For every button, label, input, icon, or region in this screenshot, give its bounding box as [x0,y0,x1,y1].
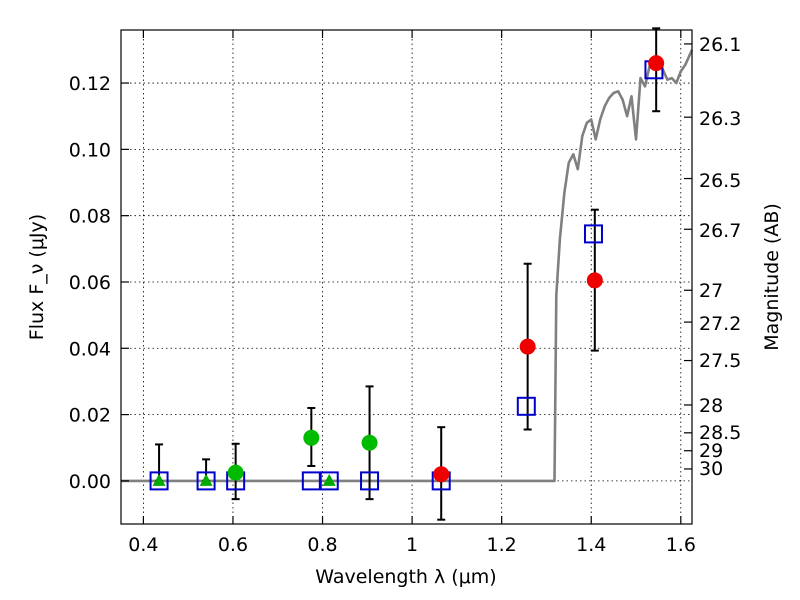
red-circle-point [519,338,536,355]
right-tick-label: 27 [699,280,723,302]
blue-square-point [149,471,169,491]
blue-square-point [360,471,380,491]
x-tick-label: 0.4 [128,534,158,556]
plot-frame [120,29,693,525]
y-tick-label: 0.00 [69,471,111,493]
right-tick-label: 30 [699,458,723,480]
y-tick-label: 0.02 [69,405,111,427]
y-tick-label: 0.10 [69,139,111,161]
blue-square-point [583,224,603,244]
green-circle-point [361,434,378,451]
red-circle-point [586,272,603,289]
axis-ticks [121,30,692,524]
axis-tick-labels: 0.4 0.6 0.8 1 1.2 1.4 1.6 0.00 0.02 0.04 0.06 0.08 0… [69,34,742,556]
right-axis-label: Magnitude (AB) [761,203,783,351]
blue-square-point [196,471,216,491]
right-tick-label: 26.1 [699,34,741,56]
y-tick-label: 0.06 [69,272,111,294]
green-triangle-point [152,473,166,486]
model-sed-layer [121,49,694,483]
y-tick-label: 0.08 [69,206,111,228]
right-tick-label: 26.7 [699,220,741,242]
right-tick-label: 29 [699,440,723,462]
blue-square-point [516,396,536,416]
right-tick-label: 26.5 [699,170,741,192]
right-tick-label: 26.3 [699,108,741,130]
y-axis-label: Flux F_ν (μJy) [26,214,48,340]
green-triangle-point [199,473,213,486]
green-circle-point [303,429,320,446]
red-circle-point [648,55,665,72]
y-tick-label: 0.12 [69,73,111,95]
right-tick-label: 27.2 [699,313,741,335]
error-bars [155,27,661,521]
y-tick-label: 0.04 [69,338,111,360]
x-axis-label: Wavelength λ (μm) [315,566,496,588]
x-tick-label: 1.6 [666,534,696,556]
right-tick-label: 28.5 [699,422,741,444]
red-circle-point [433,466,450,483]
blue-square-point [319,471,339,491]
right-tick-label: 28 [699,395,723,417]
green-triangle-point [322,473,336,486]
x-tick-label: 0.8 [307,534,337,556]
x-tick-label: 1 [406,534,418,556]
model-sed-line [121,49,694,483]
right-tick-label: 27.5 [699,350,741,372]
x-tick-label: 1.2 [487,534,517,556]
x-tick-label: 1.4 [576,534,606,556]
data-points [149,55,665,491]
green-circle-point [227,464,244,481]
x-tick-label: 0.6 [218,534,248,556]
